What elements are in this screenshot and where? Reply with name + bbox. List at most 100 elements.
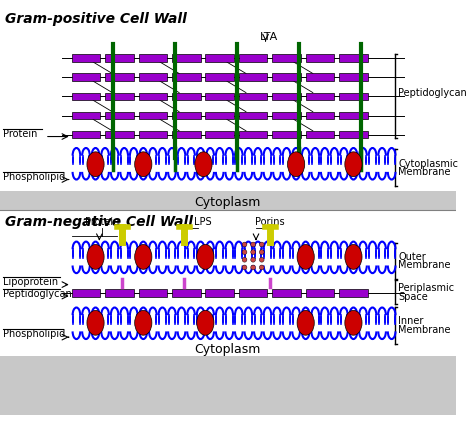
- Bar: [272, 73, 300, 81]
- Text: Gram-positive Cell Wall: Gram-positive Cell Wall: [5, 12, 186, 26]
- Bar: [138, 92, 167, 100]
- Ellipse shape: [287, 152, 304, 177]
- Text: Porins: Porins: [254, 217, 284, 227]
- Ellipse shape: [195, 152, 212, 177]
- Ellipse shape: [134, 245, 151, 269]
- Text: Periplasmic: Periplasmic: [397, 283, 454, 293]
- Bar: [0, 191, 455, 210]
- Text: Space: Space: [397, 292, 427, 301]
- Circle shape: [259, 257, 264, 262]
- Bar: [238, 131, 267, 139]
- Text: Gram-negative Cell Wall: Gram-negative Cell Wall: [5, 215, 192, 229]
- Bar: [338, 112, 367, 119]
- Bar: [138, 131, 167, 139]
- Bar: [171, 289, 200, 297]
- Bar: [71, 131, 100, 139]
- Text: Phospholipid: Phospholipid: [3, 329, 65, 339]
- Bar: [305, 289, 334, 297]
- Ellipse shape: [344, 310, 361, 335]
- Bar: [138, 112, 167, 119]
- Circle shape: [242, 250, 247, 254]
- Bar: [105, 289, 133, 297]
- Ellipse shape: [344, 152, 361, 177]
- Bar: [238, 54, 267, 62]
- Text: Lipoprotein: Lipoprotein: [3, 277, 58, 287]
- Bar: [138, 289, 167, 297]
- Bar: [272, 289, 300, 297]
- Bar: [0, 356, 455, 415]
- Circle shape: [250, 265, 255, 270]
- Text: LPS: LPS: [194, 217, 211, 227]
- Bar: [305, 54, 334, 62]
- Ellipse shape: [87, 310, 104, 335]
- Text: Peptidoglycan: Peptidoglycan: [397, 88, 466, 98]
- Text: Membrane: Membrane: [397, 260, 450, 271]
- Circle shape: [259, 265, 264, 270]
- Text: Cytoplasmic: Cytoplasmic: [397, 159, 457, 169]
- Bar: [238, 112, 267, 119]
- Ellipse shape: [297, 245, 314, 269]
- Bar: [338, 131, 367, 139]
- Circle shape: [242, 242, 247, 247]
- Bar: [171, 131, 200, 139]
- Bar: [238, 289, 267, 297]
- Ellipse shape: [197, 245, 214, 269]
- Bar: [305, 73, 334, 81]
- Text: Protein: Protein: [85, 217, 119, 227]
- Text: Peptidoglycan: Peptidoglycan: [3, 289, 71, 299]
- Bar: [205, 73, 234, 81]
- Circle shape: [250, 250, 255, 254]
- Circle shape: [250, 242, 255, 247]
- Bar: [71, 73, 100, 81]
- Bar: [71, 112, 100, 119]
- Circle shape: [242, 265, 247, 270]
- Bar: [0, 213, 455, 415]
- Text: Phospholipid: Phospholipid: [3, 172, 65, 181]
- Bar: [171, 54, 200, 62]
- Bar: [338, 289, 367, 297]
- Text: Protein: Protein: [3, 128, 37, 139]
- Text: Outer: Outer: [397, 252, 425, 262]
- Ellipse shape: [87, 152, 104, 177]
- Bar: [71, 54, 100, 62]
- Text: Inner: Inner: [397, 316, 423, 326]
- Bar: [272, 112, 300, 119]
- Bar: [105, 92, 133, 100]
- Bar: [205, 289, 234, 297]
- Bar: [338, 92, 367, 100]
- Bar: [71, 92, 100, 100]
- Bar: [338, 73, 367, 81]
- Circle shape: [242, 257, 247, 262]
- Bar: [171, 112, 200, 119]
- Ellipse shape: [87, 245, 104, 269]
- Circle shape: [259, 250, 264, 254]
- Text: LTA: LTA: [259, 32, 278, 42]
- Ellipse shape: [134, 310, 151, 335]
- Bar: [272, 54, 300, 62]
- Bar: [105, 112, 133, 119]
- Bar: [171, 73, 200, 81]
- Ellipse shape: [134, 152, 151, 177]
- Text: Cytoplasm: Cytoplasm: [194, 343, 260, 356]
- Bar: [238, 92, 267, 100]
- Text: Cytoplasm: Cytoplasm: [194, 196, 260, 209]
- Bar: [238, 73, 267, 81]
- Bar: [205, 131, 234, 139]
- Text: Membrane: Membrane: [397, 167, 450, 177]
- Bar: [0, 9, 455, 201]
- Bar: [338, 54, 367, 62]
- Circle shape: [250, 257, 255, 262]
- Circle shape: [259, 242, 264, 247]
- Bar: [171, 92, 200, 100]
- Bar: [205, 112, 234, 119]
- Bar: [305, 92, 334, 100]
- Bar: [138, 73, 167, 81]
- Bar: [205, 54, 234, 62]
- Bar: [272, 131, 300, 139]
- Bar: [105, 131, 133, 139]
- Ellipse shape: [344, 245, 361, 269]
- Bar: [71, 289, 100, 297]
- Ellipse shape: [197, 310, 214, 335]
- Ellipse shape: [297, 310, 314, 335]
- Bar: [305, 131, 334, 139]
